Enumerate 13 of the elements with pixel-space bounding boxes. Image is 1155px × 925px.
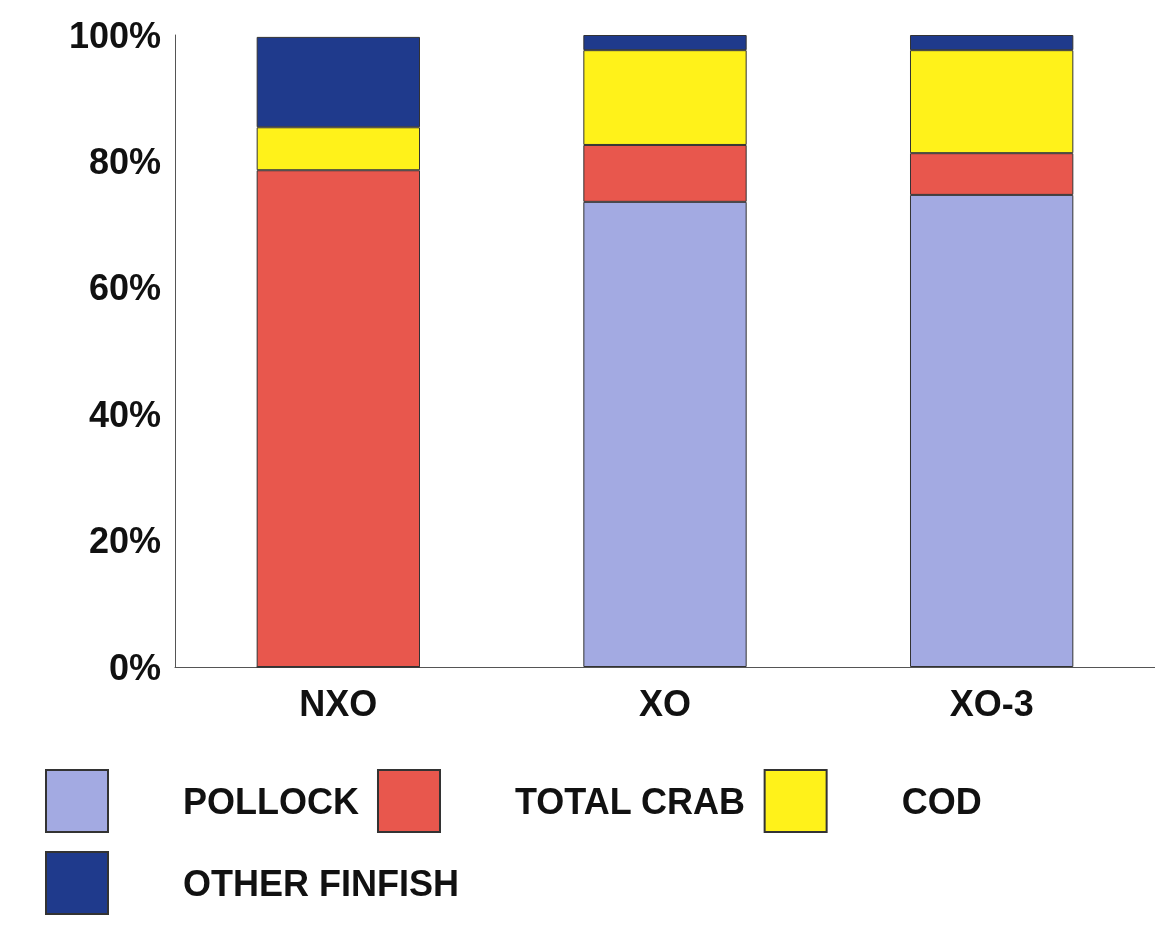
- x-tick-label: XO: [638, 682, 692, 724]
- y-tick-label: 80%: [88, 140, 161, 182]
- y-tick-label: 20%: [88, 520, 161, 562]
- legend-label: TOTAL CRAB: [514, 780, 745, 822]
- y-tick-label: 0%: [108, 646, 161, 688]
- y-tick-label: 40%: [88, 393, 161, 435]
- legend-label: COD: [901, 780, 982, 822]
- legend-label: POLLOCK: [183, 780, 359, 822]
- y-tick-label: 100%: [68, 14, 161, 56]
- x-tick-label: XO-3: [949, 682, 1034, 724]
- y-tick-label: 60%: [88, 267, 161, 309]
- legend-label: OTHER FINFISH: [183, 862, 459, 904]
- x-tick-label: NXO: [299, 682, 378, 724]
